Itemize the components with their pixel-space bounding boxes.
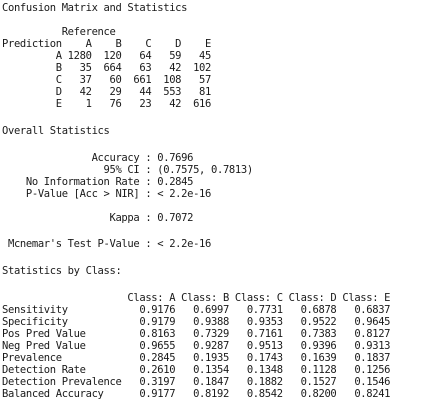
- row-prevalence: Prevalence 0.2845 0.1935 0.1743 0.1639 0…: [2, 352, 391, 364]
- row-detection-prevalence: Detection Prevalence 0.3197 0.1847 0.188…: [2, 376, 391, 388]
- matrix-row-d: D 42 29 44 553 81: [2, 86, 212, 98]
- stat-mcnemar: Mcnemar's Test P-Value : < 2.2e-16: [2, 238, 212, 250]
- row-sensitivity: Sensitivity 0.9176 0.6997 0.7731 0.6878 …: [2, 304, 391, 316]
- row-neg-pred-value: Neg Pred Value 0.9655 0.9287 0.9513 0.93…: [2, 340, 391, 352]
- stat-kappa: Kappa : 0.7072: [2, 212, 194, 224]
- by-class-title: Statistics by Class:: [2, 265, 122, 277]
- matrix-row-a: A 1280 120 64 59 45: [2, 50, 212, 62]
- row-pos-pred-value: Pos Pred Value 0.8163 0.7329 0.7161 0.73…: [2, 328, 391, 340]
- reference-header: Reference: [2, 26, 116, 38]
- stat-accuracy: Accuracy : 0.7696: [2, 152, 194, 164]
- row-specificity: Specificity 0.9179 0.9388 0.9353 0.9522 …: [2, 316, 391, 328]
- stat-p-value: P-Value [Acc > NIR] : < 2.2e-16: [2, 188, 212, 200]
- overall-statistics-title: Overall Statistics: [2, 125, 110, 137]
- stat-95-ci: 95% CI : (0.7575, 0.7813): [2, 164, 254, 176]
- row-detection-rate: Detection Rate 0.2610 0.1354 0.1348 0.11…: [2, 364, 391, 376]
- output-title: Confusion Matrix and Statistics: [2, 2, 188, 14]
- matrix-column-header: Prediction A B C D E: [2, 38, 212, 50]
- row-balanced-accuracy: Balanced Accuracy 0.9177 0.8192 0.8542 0…: [2, 388, 391, 400]
- matrix-row-b: B 35 664 63 42 102: [2, 62, 212, 74]
- matrix-row-e: E 1 76 23 42 616: [2, 98, 212, 110]
- stat-no-info-rate: No Information Rate : 0.2845: [2, 176, 194, 188]
- by-class-header: Class: A Class: B Class: C Class: D Clas…: [2, 292, 391, 304]
- matrix-row-c: C 37 60 661 108 57: [2, 74, 212, 86]
